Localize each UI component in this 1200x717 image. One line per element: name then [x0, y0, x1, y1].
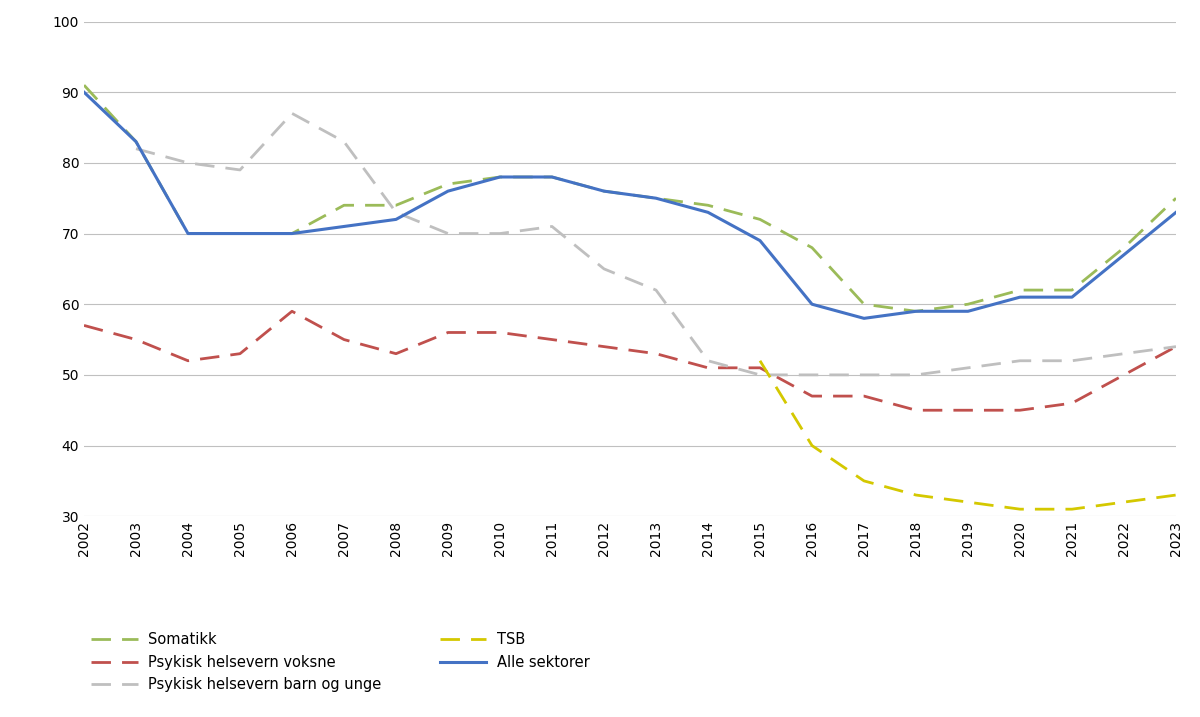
Legend: Somatikk, Psykisk helsevern voksne, Psykisk helsevern barn og unge, TSB, Alle se: Somatikk, Psykisk helsevern voksne, Psyk… [91, 632, 589, 692]
